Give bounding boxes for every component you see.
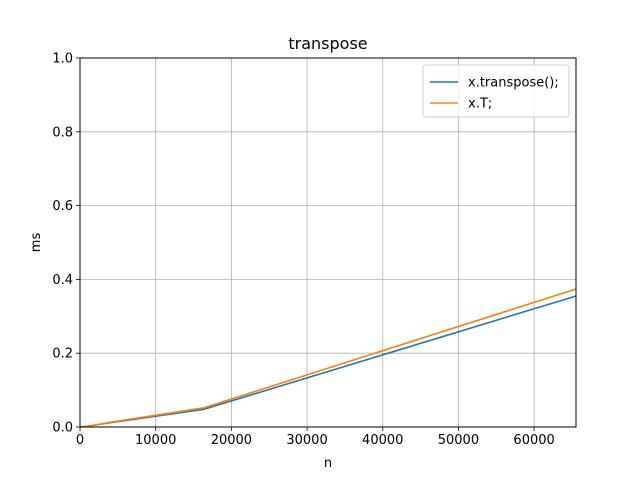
legend-box	[422, 64, 570, 118]
y-axis-label: ms	[29, 233, 44, 253]
x-tick-label: 30000	[286, 433, 327, 448]
x-tick-label: 0	[76, 433, 84, 448]
ticks: 0 10000 20000 30000 40000 50000 60000 0.0 0.2 0.4…	[52, 52, 554, 449]
x-tick-label: 40000	[362, 433, 403, 448]
legend-label-0: x.transpose();	[468, 76, 559, 91]
y-tick-label: 0.0	[52, 421, 73, 436]
y-tick-label: 0.8	[52, 125, 73, 140]
legend-label-1: x.T;	[468, 97, 492, 112]
plot-frame	[79, 57, 577, 428]
x-axis-label: n	[324, 456, 332, 471]
y-tick-label: 0.2	[52, 347, 73, 362]
x-tick-label: 50000	[438, 433, 479, 448]
y-tick-label: 1.0	[52, 52, 73, 67]
y-tick-label: 0.6	[52, 199, 73, 214]
y-tick-label: 0.4	[52, 273, 73, 288]
chart-title: transpose	[288, 34, 367, 53]
x-tick-label: 20000	[211, 433, 252, 448]
x-tick-label: 10000	[135, 433, 176, 448]
x-tick-label: 60000	[513, 433, 554, 448]
legend: x.transpose(); x.T;	[422, 64, 570, 118]
